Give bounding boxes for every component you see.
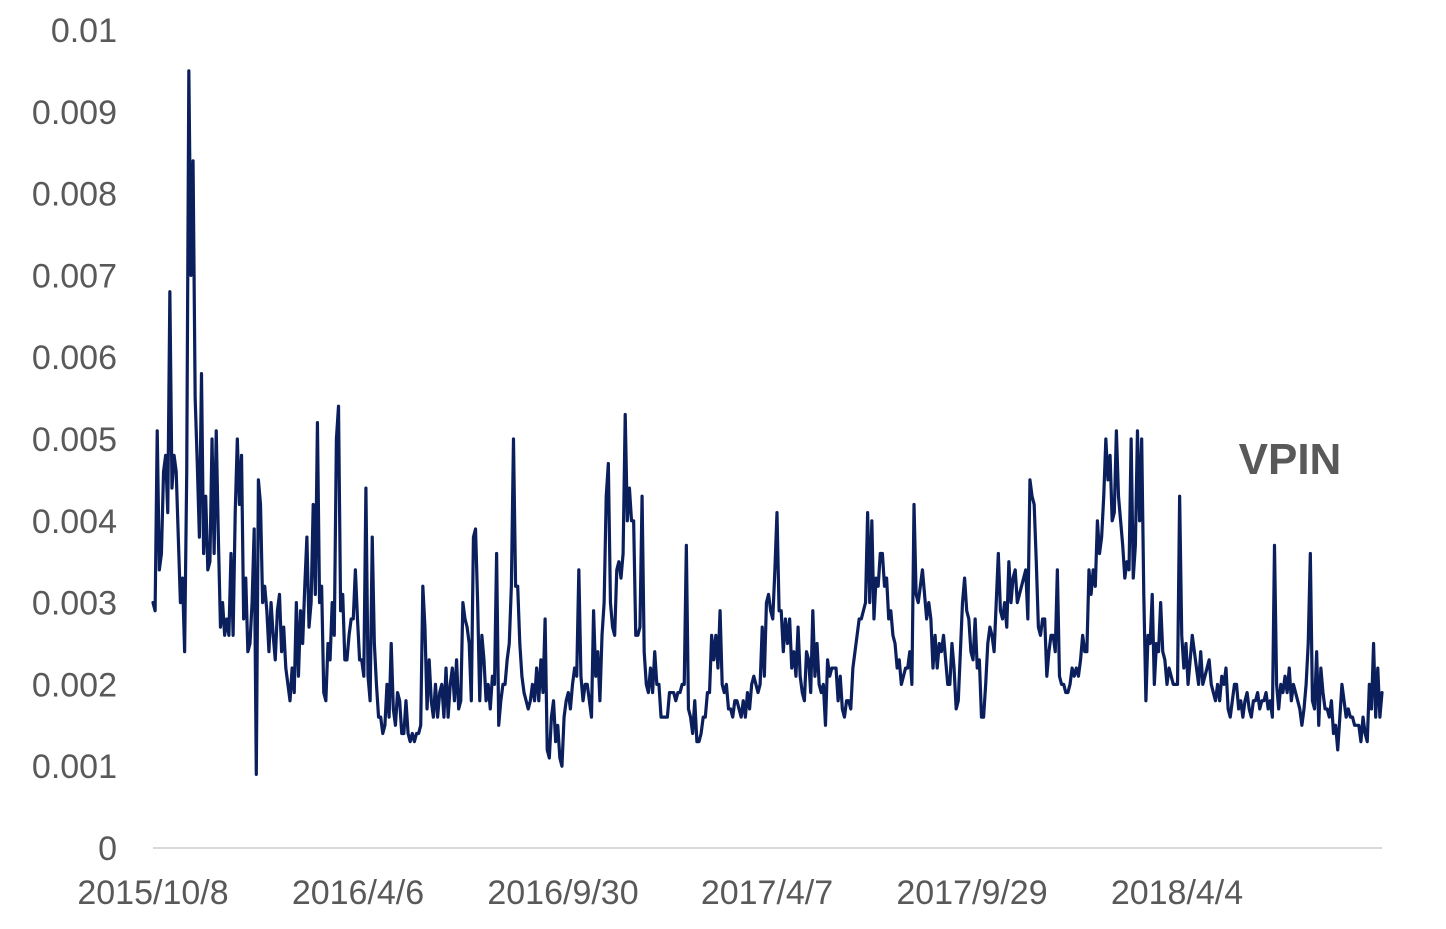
x-tick-label: 2017/9/29 [896,874,1047,912]
y-axis-tick-labels: 0 0.001 0.002 0.003 0.004 0.005 0.006 0.007 0.00… [32,12,117,868]
y-tick-label: 0.008 [32,176,117,214]
y-tick-label: 0 [98,830,117,868]
y-tick-label: 0.001 [32,748,117,786]
x-tick-label: 2015/10/8 [77,874,228,912]
y-tick-label: 0.003 [32,585,117,623]
series-line-vpin [151,69,1384,776]
y-tick-label: 0.01 [51,12,117,50]
x-axis-tick-labels: 2015/10/8 2016/4/6 2016/9/30 2017/4/7 2017/9… [77,874,1243,912]
legend-label-vpin: VPIN [1239,435,1342,484]
x-tick-label: 2017/4/7 [701,874,833,912]
y-tick-label: 0.004 [32,503,117,541]
x-tick-label: 2018/4/4 [1111,874,1243,912]
y-tick-label: 0.009 [32,94,117,132]
x-tick-label: 2016/4/6 [292,874,424,912]
y-tick-label: 0.005 [32,421,117,459]
y-tick-label: 0.007 [32,257,117,295]
x-tick-label: 2016/9/30 [487,874,638,912]
y-tick-label: 0.006 [32,339,117,377]
y-tick-label: 0.002 [32,666,117,704]
